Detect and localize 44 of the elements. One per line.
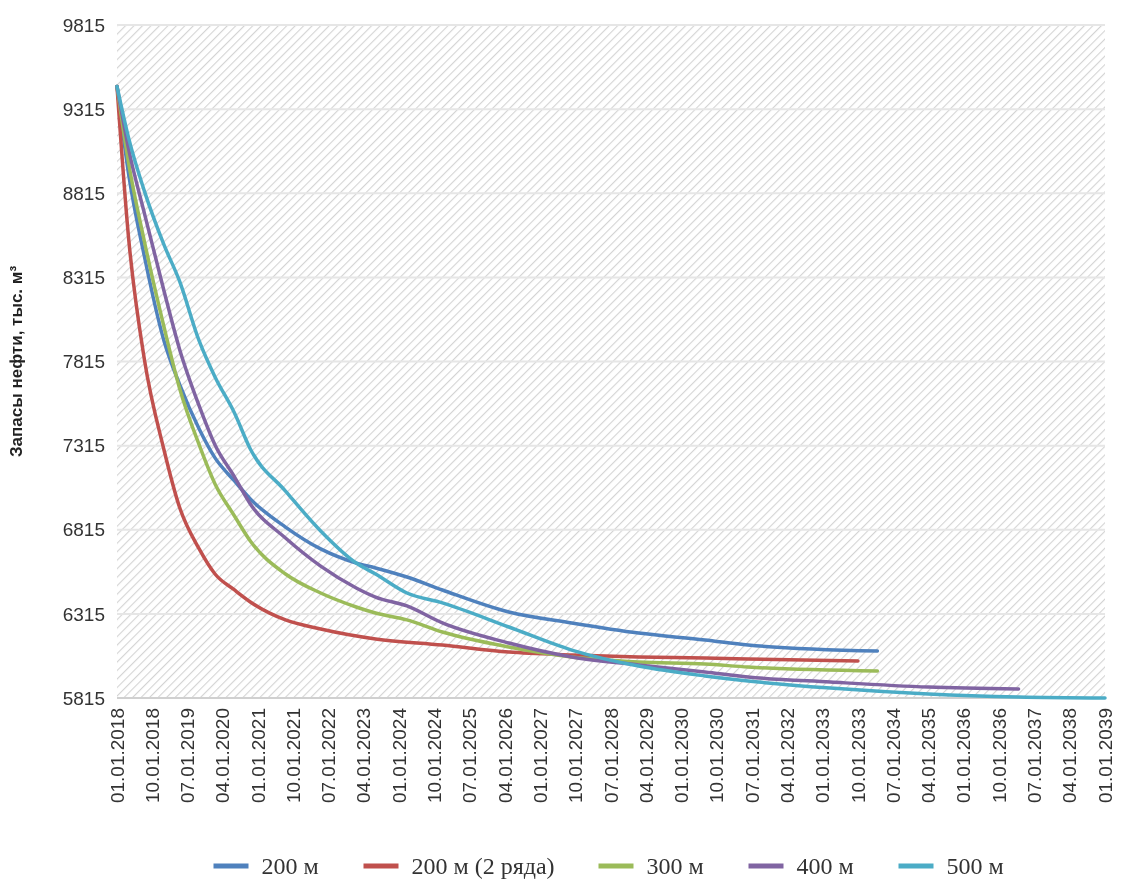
legend-label: 200 м (2 ряда)	[411, 853, 555, 880]
x-tick-label: 01.01.2039	[1094, 708, 1116, 804]
x-tick-label: 07.01.2034	[882, 707, 904, 804]
x-tick-label: 01.01.2024	[388, 707, 410, 804]
x-tick-label: 07.01.2037	[1023, 708, 1045, 804]
x-tick-label: 01.01.2033	[812, 708, 834, 804]
y-axis-title: Запасы нефти, тыс. м³	[7, 265, 26, 458]
y-tick-label: 6315	[62, 603, 105, 625]
x-tick-label: 07.01.2028	[600, 708, 622, 804]
x-tick-label: 04.01.2023	[353, 708, 375, 804]
x-tick-label: 10.01.2030	[706, 708, 728, 804]
x-tick-label: 01.01.2018	[106, 708, 128, 804]
y-tick-label: 9815	[62, 14, 105, 36]
legend-label: 200 м	[261, 853, 319, 880]
x-tick-label: 07.01.2025	[459, 708, 481, 804]
y-tick-label: 7815	[62, 351, 105, 373]
x-tick-label: 01.01.2027	[530, 708, 552, 804]
x-tick-label: 10.01.2027	[565, 708, 587, 804]
x-tick-label: 04.01.2032	[777, 708, 798, 804]
x-tick-label: 04.01.2029	[635, 708, 657, 804]
x-tick-label: 10.01.2024	[424, 707, 446, 804]
x-tick-label: 07.01.2031	[741, 708, 763, 804]
y-tick-label: 5815	[62, 687, 105, 709]
x-tick-label: 04.01.2026	[494, 708, 516, 804]
x-tick-label: 10.01.2018	[141, 708, 163, 804]
x-tick-label: 10.01.2036	[988, 708, 1010, 804]
legend-label: 300 м	[646, 853, 704, 880]
x-tick-label: 01.01.2036	[953, 708, 975, 804]
x-tick-label: 04.01.2035	[918, 708, 940, 804]
y-tick-label: 7315	[62, 435, 105, 457]
x-tick-label: 10.01.2033	[847, 708, 869, 804]
legend-label: 400 м	[796, 853, 854, 880]
x-tick-label: 01.01.2030	[671, 708, 693, 804]
x-tick-label: 04.01.2038	[1059, 708, 1081, 804]
y-tick-label: 9315	[62, 98, 105, 120]
x-tick-label: 01.01.2021	[247, 708, 269, 804]
x-tick-label: 10.01.2021	[283, 708, 304, 804]
x-tick-label: 07.01.2022	[318, 708, 340, 804]
x-tick-label: 04.01.2020	[212, 708, 234, 804]
y-tick-label: 6815	[62, 519, 105, 541]
y-tick-label: 8815	[62, 182, 105, 204]
x-tick-label: 07.01.2019	[176, 708, 198, 804]
y-tick-label: 8315	[62, 267, 105, 289]
legend-label: 500 м	[946, 853, 1004, 880]
